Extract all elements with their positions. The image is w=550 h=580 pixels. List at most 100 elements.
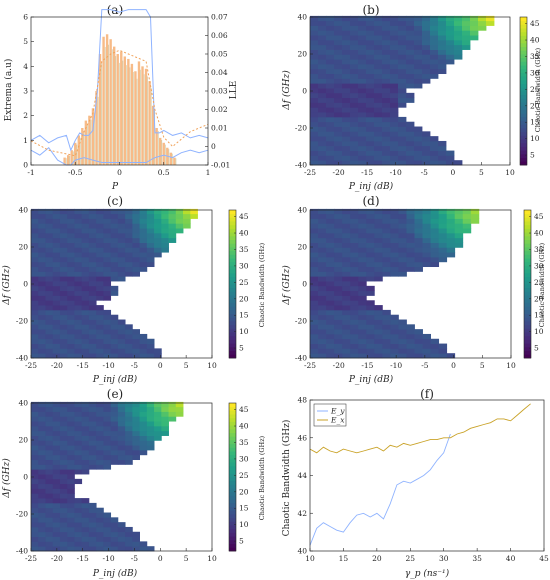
heatmap-cell [67,498,75,504]
heatmap-cell [81,300,90,306]
heatmap-cell [110,228,119,234]
heatmap-cell [81,314,90,320]
heatmap-cell [45,213,54,219]
heatmap-cell [318,160,327,166]
colorbar-swatch [520,146,527,151]
heatmap-cell [154,242,162,248]
heatmap-cell [45,247,54,253]
heatmap-cell [350,324,359,330]
heatmap-cell [334,261,343,268]
heatmap-cell [59,469,68,475]
heatmap-cell [430,20,439,26]
colorbar-swatch [229,451,236,456]
colorbar-frame [519,16,528,166]
colorbar-swatch [229,458,236,463]
heatmap-cell [342,290,351,296]
colorbar-swatch [524,309,531,314]
heatmap-cell [422,213,431,219]
heatmap-cell [88,353,97,359]
colorbar-swatch [229,477,236,482]
heatmap-cell [318,295,327,301]
heatmap-cell [390,237,399,243]
heatmap-cell [88,421,97,427]
heatmap-cell [350,247,359,253]
heatmap-cell [374,353,383,359]
heatmap-cell [310,121,319,127]
colorbar-swatch [229,543,236,548]
colorbar-tick-label: 40 [239,422,249,431]
colorbar-swatch [524,295,531,300]
heatmap-cell [132,430,140,436]
colorbar-swatch [229,517,236,522]
colorbar-tick-label: 15 [530,118,540,127]
heatmap-cell [31,488,39,494]
heatmap-cell [326,223,335,229]
heatmap-cell [318,49,327,55]
heatmap-cell [358,290,367,296]
heatmap-cell [318,140,327,147]
heatmap-cell [31,266,39,272]
heatmap-cell [175,401,184,408]
heatmap-cell [358,155,367,161]
heatmap-cell [110,430,119,436]
heatmap-cell [342,140,351,147]
heatmap-cell [139,256,148,263]
heatmap-cell [110,421,119,427]
heatmap-cell [470,25,479,31]
heatmap-cell [52,309,61,316]
heatmap-cell [96,406,104,412]
heatmap-cell [398,140,407,147]
extrema-bar [130,63,134,165]
heatmap-cell [398,252,407,258]
heatmap-cell [422,68,431,75]
heatmap-cell [88,261,97,268]
heatmap-cell [310,116,319,123]
heatmap-cell [334,338,343,344]
heatmap-cell [52,242,61,248]
heatmap-cell [96,507,104,513]
heatmap-cell [318,324,327,330]
colorbar-tick-label: 40 [530,36,540,45]
heatmap-xtick-label: -15 [361,168,373,177]
heatmap-cell [139,353,148,359]
heatmap-cell [358,145,367,151]
heatmap-cell [59,488,68,494]
colorbar-tick-label: 30 [530,68,540,77]
heatmap-cell [139,333,148,340]
heatmap-cell [310,39,319,46]
lower-envelope-line [30,146,209,166]
heatmap-cell [38,425,46,432]
heatmap-cell [139,232,148,239]
heatmap-cell [374,213,383,219]
heatmap-cell [326,83,335,89]
extrema-bar [102,36,105,165]
heatmap-cell [374,136,383,142]
heatmap-cell [438,39,447,46]
extrema-bar [98,54,102,165]
heatmap-cell [366,218,375,224]
heatmap-cell [74,237,83,243]
heatmap-cell [74,421,83,427]
heatmap-cell [398,213,407,219]
heatmap-cell [374,276,383,282]
heatmap-cell [38,266,46,272]
heatmap-cell [422,343,431,349]
colorbar-swatch [229,506,236,511]
heatmap-cell [45,502,54,509]
heatmap-cell [96,309,104,316]
heatmap-cell [430,63,439,70]
heatmap-cell [310,218,319,224]
heatmap-cell [390,333,399,340]
heatmap-cell [139,449,148,456]
heatmap-cell [38,314,46,320]
heatmap-cell [398,256,407,263]
heatmap-cell [318,319,327,325]
heatmap-cell [318,285,327,292]
heatmap-cell [310,295,319,301]
heatmap-cell [74,502,83,509]
heatmap-ytick-label: 20 [18,243,28,252]
heatmap-cell [366,88,375,94]
heatmap-cell [59,445,68,451]
